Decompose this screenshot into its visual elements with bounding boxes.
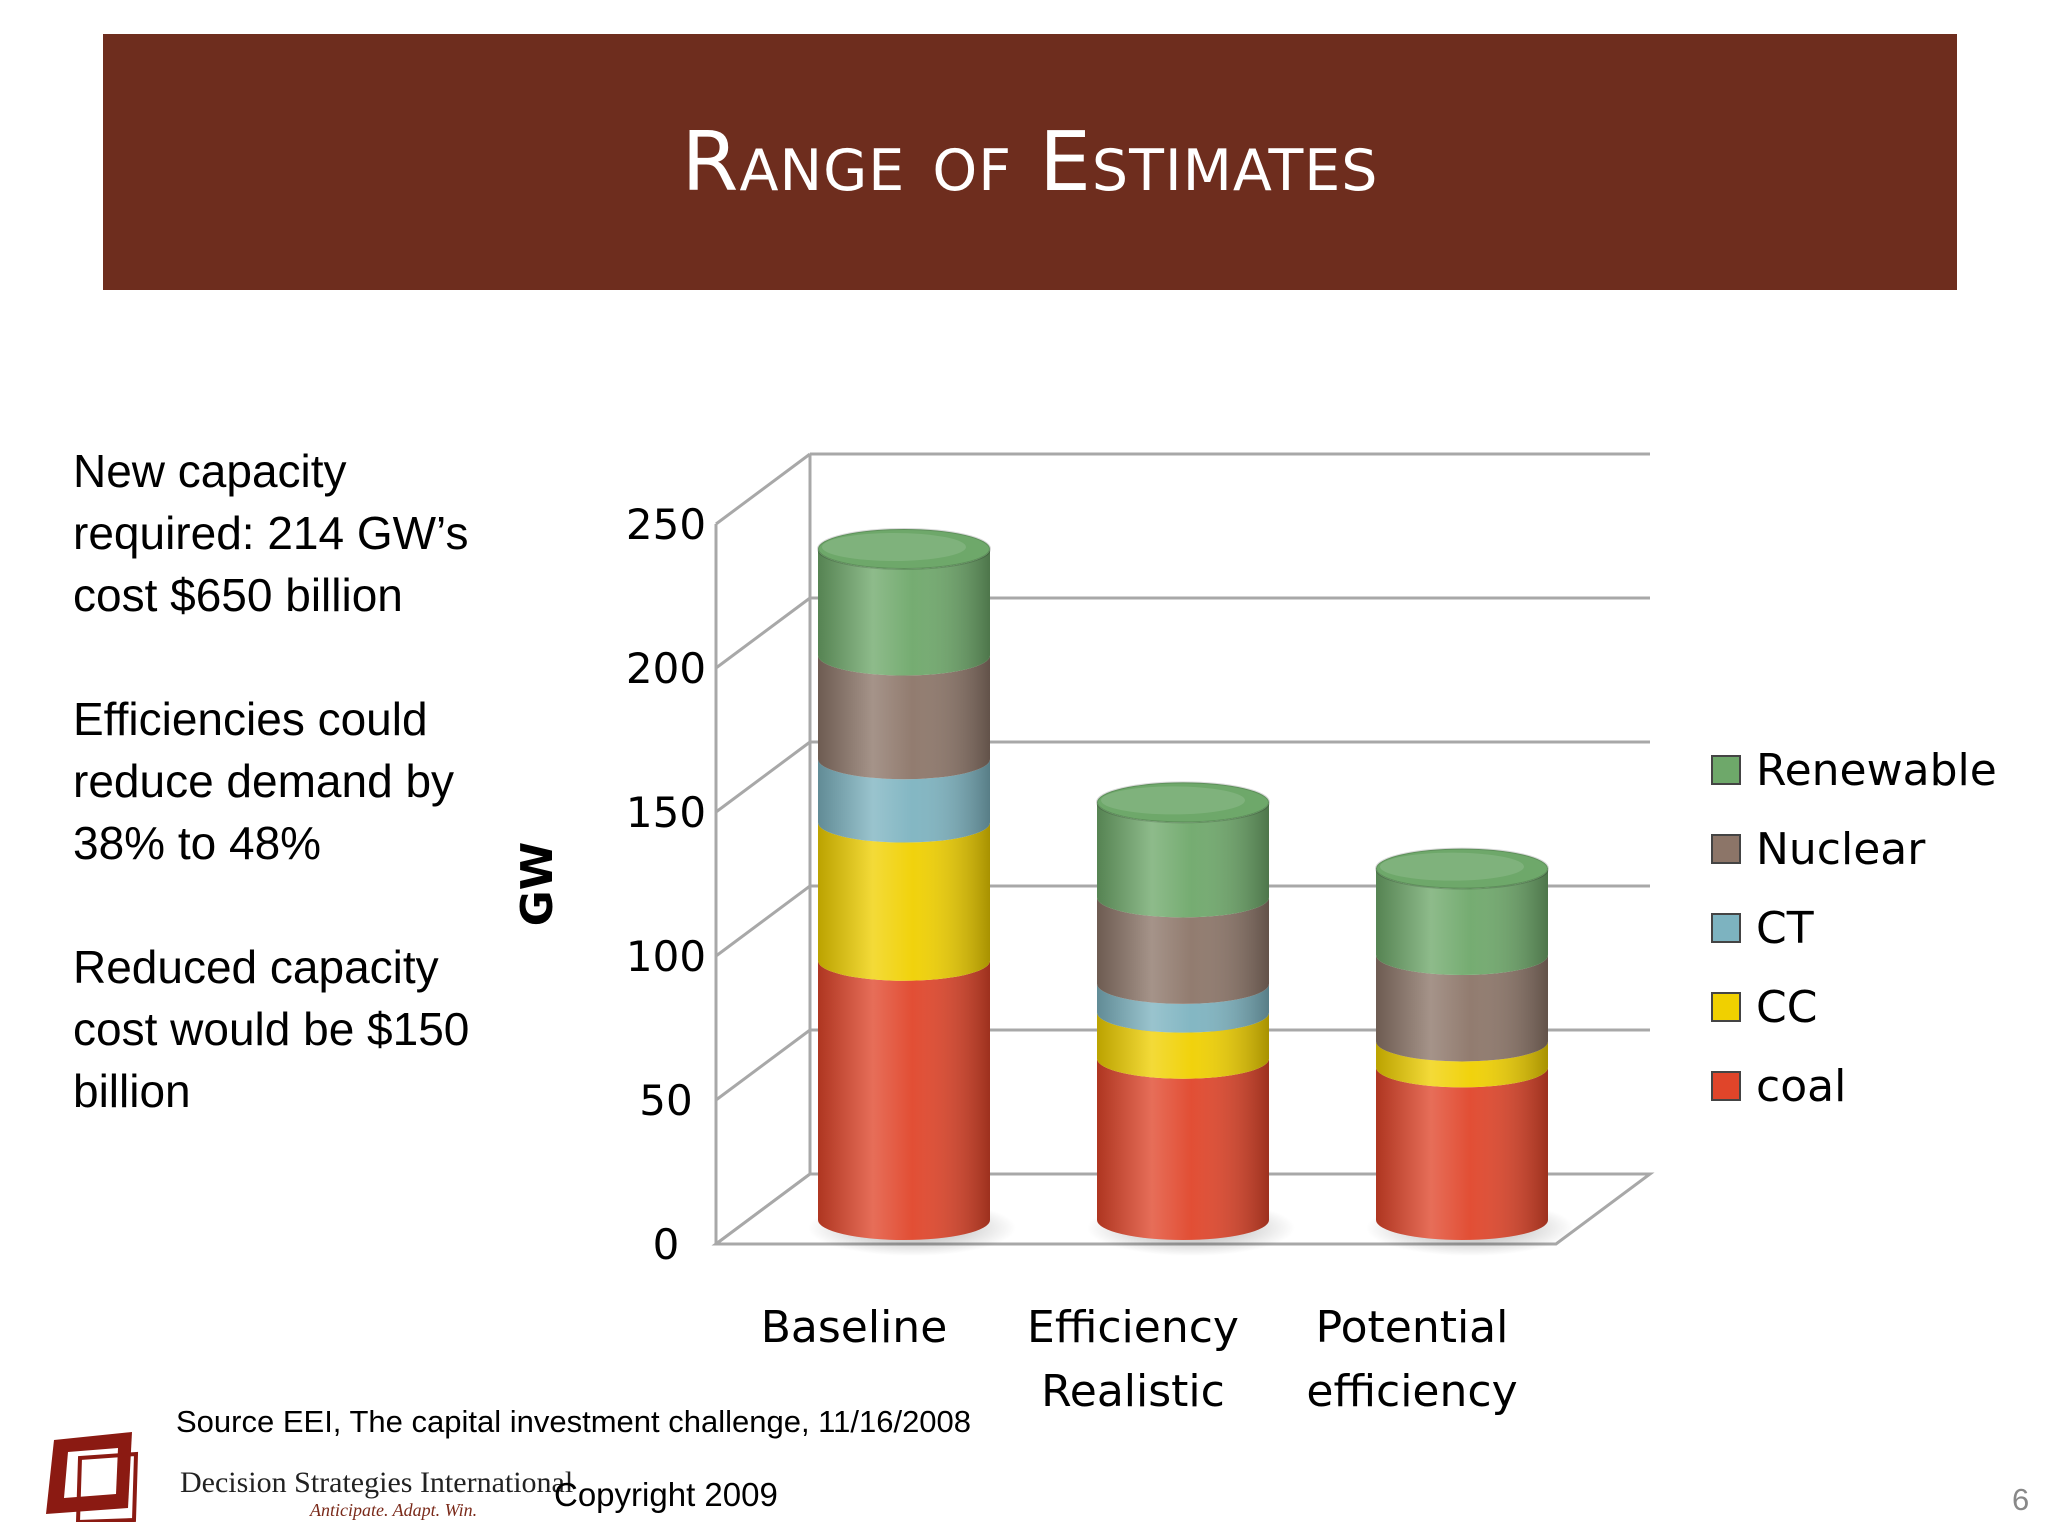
chart-bars: [808, 527, 1574, 1256]
gridline-diagonal-100: [715, 884, 811, 958]
bar-segment-baseline-nuclear-shading: [818, 655, 990, 780]
gridline-diagonal-50: [715, 1028, 811, 1102]
legend-label-renewable: Renewable: [1756, 745, 1997, 796]
company-logo: Decision Strategies International Antici…: [40, 1432, 573, 1525]
chart-labels: 0 50 100 150 200 250 GW Baseline Efficiency Reali…: [512, 500, 1518, 1417]
logo-tagline: Anticipate. Adapt. Win.: [310, 1500, 478, 1520]
bar-segment-efficiency-realistic-coal-shading: [1097, 1058, 1269, 1240]
source-note: Source EEI, The capital investment chall…: [176, 1404, 972, 1439]
bar-segment-efficiency-realistic-ct-shading: [1097, 983, 1269, 1033]
y-tick-label-100: 100: [626, 932, 706, 981]
bar-top-baseline: [817, 527, 991, 570]
legend-item-nuclear: Nuclear: [1711, 824, 1926, 875]
bar-segment-efficiency-realistic-renewable-shading: [1097, 802, 1269, 918]
x-tick-label-baseline: Baseline: [761, 1302, 948, 1353]
legend-item-coal: coal: [1711, 1061, 1846, 1112]
y-tick-label-250: 250: [626, 500, 706, 549]
bar-segment-baseline-renewable-shading: [818, 548, 990, 676]
legend-item-ct: CT: [1711, 903, 1814, 954]
bar-baseline: [808, 527, 1016, 1256]
bar-segment-efficiency-realistic-nuclear-shading: [1097, 897, 1269, 1004]
legend-item-cc: CC: [1711, 982, 1817, 1033]
bar-segment-baseline-coal-shading: [818, 960, 990, 1240]
x-tick-label-potential-efficiency: Potential efficiency: [1306, 1302, 1517, 1417]
copyright: Copyright 2009: [554, 1476, 778, 1513]
bar-segment-potential-efficiency-nuclear-shading: [1376, 955, 1548, 1062]
note-capacity: New capacity required: 214 GW’s cost $65…: [73, 445, 469, 621]
bar-top-highlight-efficiency-realistic: [1101, 786, 1245, 815]
title-bar: Range of Estimates: [103, 34, 1957, 290]
bar-efficiency-realistic: [1087, 781, 1295, 1256]
logo-name: Decision Strategies International: [180, 1466, 574, 1499]
bar-segment-efficiency-realistic-cc-shading: [1097, 1012, 1269, 1079]
y-tick-label-150: 150: [626, 788, 706, 837]
gridline-diagonal-250: [715, 452, 811, 526]
legend-label-ct: CT: [1756, 903, 1814, 954]
x-tick-label-efficiency-realistic: Efficiency Realistic: [1027, 1302, 1239, 1417]
bar-top-highlight-baseline: [822, 532, 966, 561]
y-tick-label-200: 200: [626, 644, 706, 693]
bar-segment-potential-efficiency-renewable-shading: [1376, 868, 1548, 976]
legend-swatch-coal: [1711, 1071, 1741, 1101]
slide-title: Range of Estimates: [681, 114, 1379, 210]
legend-label-nuclear: Nuclear: [1756, 824, 1926, 875]
legend-swatch-ct: [1711, 913, 1741, 943]
y-tick-label-50: 50: [639, 1076, 692, 1125]
legend-swatch-cc: [1711, 992, 1741, 1022]
bar-top-efficiency-realistic: [1096, 781, 1270, 824]
bar-top-potential-efficiency: [1375, 847, 1549, 890]
page-number: 6: [2012, 1482, 2030, 1517]
logo-mark-icon: [46, 1432, 139, 1525]
y-axis-label: GW: [512, 842, 563, 927]
notes-panel: New capacity required: 214 GW’s cost $65…: [73, 440, 513, 1184]
legend-item-renewable: Renewable: [1711, 745, 1997, 796]
bar-segment-baseline-cc-shading: [818, 822, 990, 981]
chart-legend: Renewable Nuclear CT CC coal: [1711, 745, 1997, 1112]
bar-potential-efficiency: [1366, 847, 1574, 1256]
legend-swatch-renewable: [1711, 755, 1741, 785]
bar-segment-potential-efficiency-coal-shading: [1376, 1067, 1548, 1240]
bar-segment-potential-efficiency-cc-shading: [1376, 1041, 1548, 1088]
legend-label-cc: CC: [1756, 982, 1817, 1033]
bar-segment-baseline-ct-shading: [818, 759, 990, 843]
y-tick-label-0: 0: [653, 1220, 680, 1269]
note-efficiencies: Efficiencies could reduce demand by 38% …: [73, 693, 455, 869]
bar-top-highlight-potential-efficiency: [1380, 852, 1524, 881]
note-reduced-cost: Reduced capacity cost would be $150 bill…: [73, 941, 470, 1117]
gridline-diagonal-150: [715, 740, 811, 814]
legend-label-coal: coal: [1756, 1061, 1846, 1112]
gridline-diagonal-200: [715, 596, 811, 670]
legend-swatch-nuclear: [1711, 834, 1741, 864]
